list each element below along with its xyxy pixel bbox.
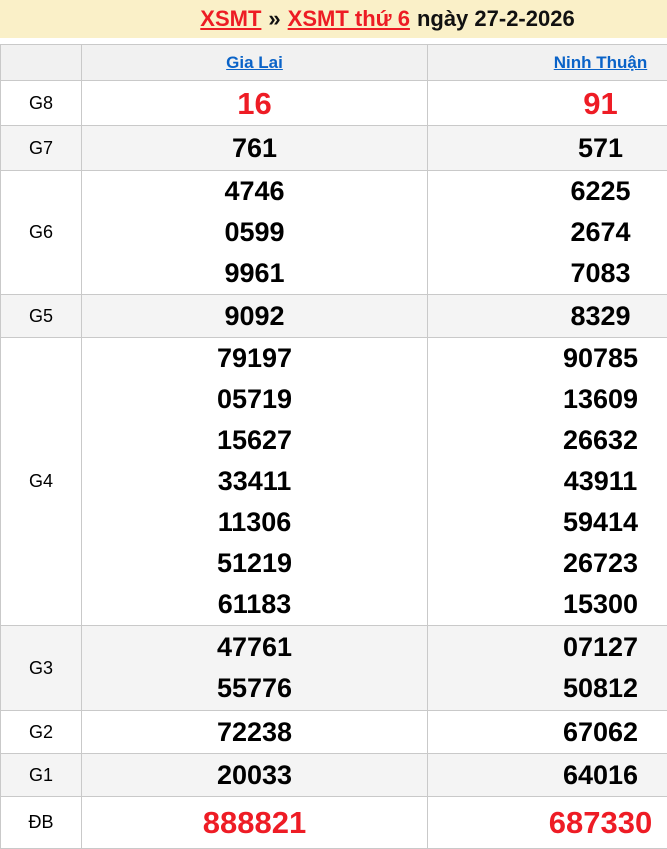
corner-cell <box>1 45 82 81</box>
prize-number: 64016 <box>428 755 667 796</box>
prize-row-g2: G2 72238 67062 <box>1 711 667 754</box>
prize-row-g7: G7 761 571 <box>1 126 667 171</box>
prize-number: 2674 <box>428 212 667 253</box>
prize-number: 761 <box>82 128 427 169</box>
prize-number: 07127 <box>428 627 667 668</box>
prize-number: 61183 <box>82 584 427 625</box>
prize-label: G5 <box>29 306 53 326</box>
prize-number: 59414 <box>428 502 667 543</box>
prize-number: 33411 <box>82 461 427 502</box>
prize-label: G6 <box>29 222 53 242</box>
prize-number: 8329 <box>428 296 667 337</box>
prize-number: 687330 <box>428 802 667 843</box>
prize-row-g3: G3 47761 55776 07127 50812 <box>1 626 667 711</box>
prize-label: ĐB <box>28 812 53 832</box>
prize-label: G1 <box>29 765 53 785</box>
table-header-row: Gia Lai Ninh Thuận <box>1 45 667 81</box>
prize-number: 6225 <box>428 171 667 212</box>
draw-date: ngày 27-2-2026 <box>417 6 575 32</box>
prize-row-db: ĐB 888821 687330 <box>1 797 667 849</box>
prize-number: 79197 <box>82 338 427 379</box>
prize-label: G8 <box>29 93 53 113</box>
prize-label: G7 <box>29 138 53 158</box>
prize-number: 7083 <box>428 253 667 294</box>
prize-number: 67062 <box>428 712 667 753</box>
prize-label: G2 <box>29 722 53 742</box>
results-table-wrap: Gia Lai Ninh Thuận G8 16 91 G7 761 571 G… <box>0 44 667 849</box>
prize-number: 13609 <box>428 379 667 420</box>
prize-number: 26723 <box>428 543 667 584</box>
prize-number: 50812 <box>428 668 667 709</box>
prize-number: 47761 <box>82 627 427 668</box>
prize-number: 571 <box>428 128 667 169</box>
breadcrumb-separator: » <box>268 6 280 32</box>
prize-row-g5: G5 9092 8329 <box>1 295 667 338</box>
prize-number: 51219 <box>82 543 427 584</box>
xsmt-weekday-link[interactable]: XSMT thứ 6 <box>288 6 410 32</box>
xsmt-link[interactable]: XSMT <box>200 6 261 32</box>
prize-number: 55776 <box>82 668 427 709</box>
column-header-ninh-thuan: Ninh Thuận <box>428 45 667 81</box>
prize-row-g1: G1 20033 64016 <box>1 754 667 797</box>
prize-number: 43911 <box>428 461 667 502</box>
prize-row-g4: G4 79197 05719 15627 33411 11306 51219 6… <box>1 338 667 626</box>
prize-number: 4746 <box>82 171 427 212</box>
title-bar: XSMT » XSMT thứ 6 ngày 27-2-2026 <box>0 0 667 38</box>
prize-number: 15300 <box>428 584 667 625</box>
column-header-gia-lai: Gia Lai <box>82 45 428 81</box>
results-table: Gia Lai Ninh Thuận G8 16 91 G7 761 571 G… <box>0 44 667 849</box>
prize-number: 11306 <box>82 502 427 543</box>
prize-number: 888821 <box>82 802 427 843</box>
prize-label: G3 <box>29 658 53 678</box>
prize-number: 90785 <box>428 338 667 379</box>
prize-number: 26632 <box>428 420 667 461</box>
prize-number: 0599 <box>82 212 427 253</box>
prize-number: 15627 <box>82 420 427 461</box>
ninh-thuan-link[interactable]: Ninh Thuận <box>554 53 647 72</box>
prize-number: 72238 <box>82 712 427 753</box>
prize-number: 20033 <box>82 755 427 796</box>
prize-label: G4 <box>29 471 53 491</box>
gia-lai-link[interactable]: Gia Lai <box>226 53 283 72</box>
prize-number: 9092 <box>82 296 427 337</box>
prize-row-g6: G6 4746 0599 9961 6225 2674 7083 <box>1 171 667 295</box>
prize-number: 9961 <box>82 253 427 294</box>
prize-number: 91 <box>428 83 667 124</box>
prize-row-g8: G8 16 91 <box>1 81 667 126</box>
prize-number: 16 <box>82 83 427 124</box>
prize-number: 05719 <box>82 379 427 420</box>
